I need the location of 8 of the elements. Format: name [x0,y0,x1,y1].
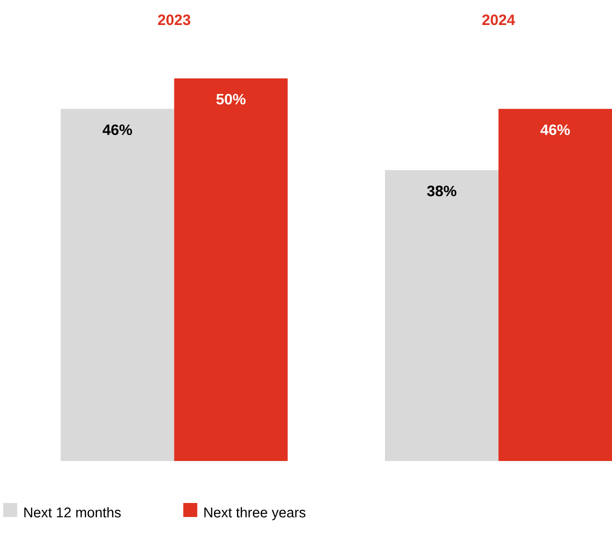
x-tick-label: 2024 [482,14,516,26]
data-label: 38% [427,186,456,196]
data-label: 50% [216,94,246,104]
legend-label: Next 12 months [24,507,121,518]
legend-label: Next three years [204,507,306,520]
data-label: 46% [540,124,570,136]
x-tick-label: 2023 [158,14,190,26]
data-label: 46% [102,124,132,136]
